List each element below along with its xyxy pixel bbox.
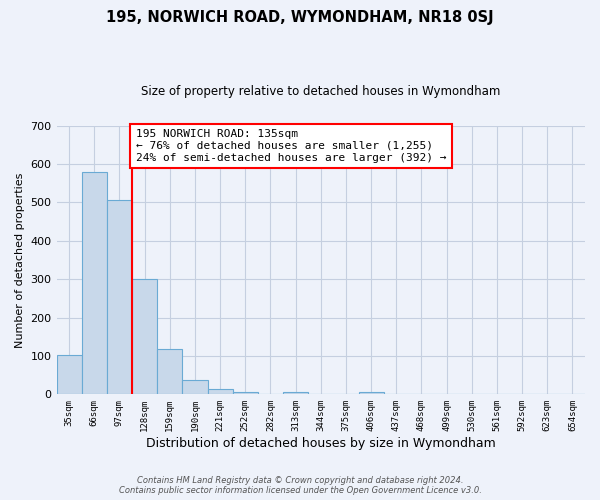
Title: Size of property relative to detached houses in Wymondham: Size of property relative to detached ho… xyxy=(141,85,500,98)
Bar xyxy=(233,392,258,394)
Bar xyxy=(82,172,107,394)
Text: 195 NORWICH ROAD: 135sqm
← 76% of detached houses are smaller (1,255)
24% of sem: 195 NORWICH ROAD: 135sqm ← 76% of detach… xyxy=(136,130,446,162)
Bar xyxy=(182,380,208,394)
Bar xyxy=(56,355,82,395)
X-axis label: Distribution of detached houses by size in Wymondham: Distribution of detached houses by size … xyxy=(146,437,496,450)
Text: 195, NORWICH ROAD, WYMONDHAM, NR18 0SJ: 195, NORWICH ROAD, WYMONDHAM, NR18 0SJ xyxy=(106,10,494,25)
Bar xyxy=(132,279,157,394)
Y-axis label: Number of detached properties: Number of detached properties xyxy=(15,172,25,348)
Text: Contains HM Land Registry data © Crown copyright and database right 2024.
Contai: Contains HM Land Registry data © Crown c… xyxy=(119,476,481,495)
Bar xyxy=(107,200,132,394)
Bar xyxy=(359,392,383,394)
Bar xyxy=(157,349,182,395)
Bar xyxy=(208,389,233,394)
Bar xyxy=(283,392,308,394)
